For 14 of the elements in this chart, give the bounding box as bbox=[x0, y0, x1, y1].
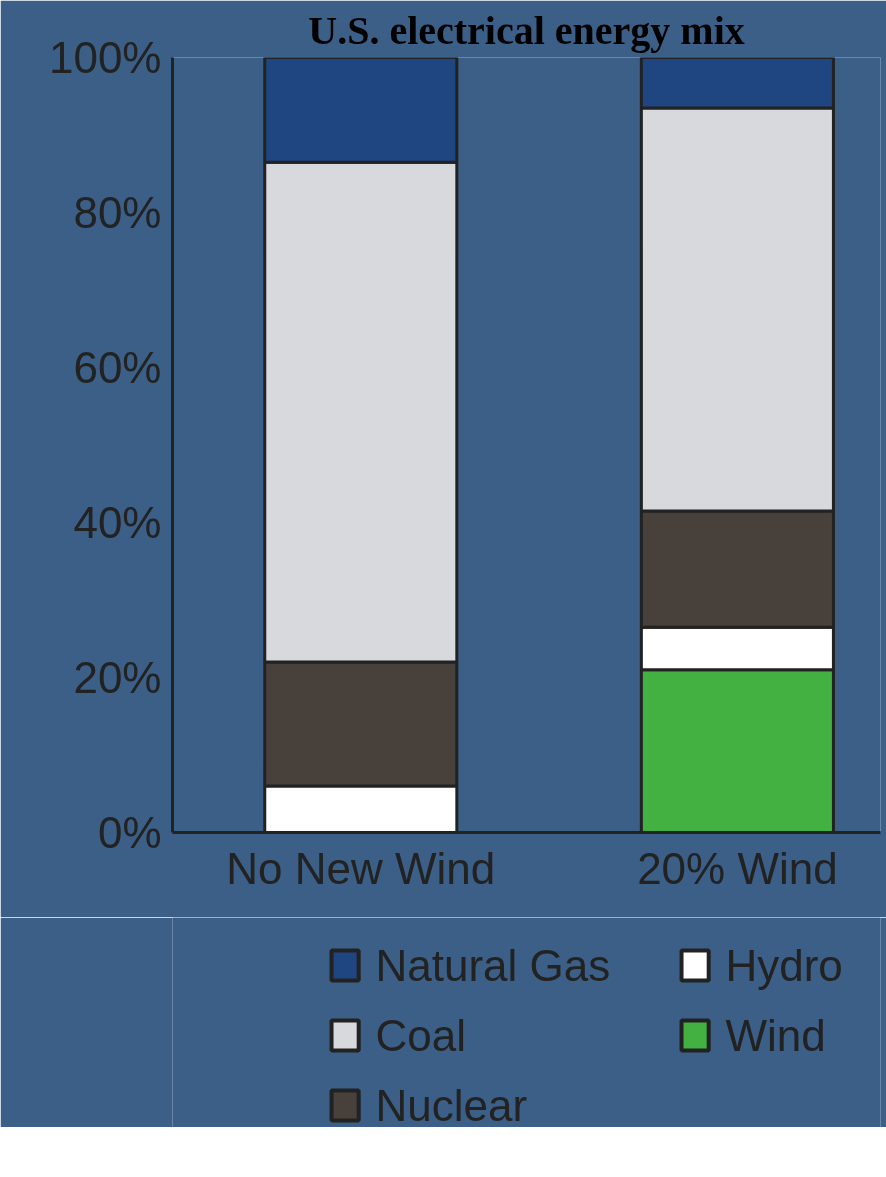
legend-label: Nuclear bbox=[375, 1081, 528, 1130]
x-tick-label: 20% Wind bbox=[637, 843, 838, 893]
legend-label: Wind bbox=[725, 1011, 826, 1060]
legend-label: Hydro bbox=[725, 941, 843, 990]
x-tick-label: No New Wind bbox=[226, 843, 496, 893]
legend-label: Coal bbox=[375, 1011, 466, 1060]
chart-title: U.S. electrical energy mix bbox=[308, 7, 745, 53]
y-tick-label: 20% bbox=[73, 653, 162, 702]
y-tick-label: 60% bbox=[73, 343, 162, 392]
y-tick-label: 80% bbox=[73, 188, 162, 237]
legend-label: Natural Gas bbox=[375, 941, 611, 990]
y-tick-label: 0% bbox=[97, 808, 162, 857]
y-tick-label: 40% bbox=[73, 498, 162, 547]
y-tick-label: 100% bbox=[48, 33, 162, 82]
